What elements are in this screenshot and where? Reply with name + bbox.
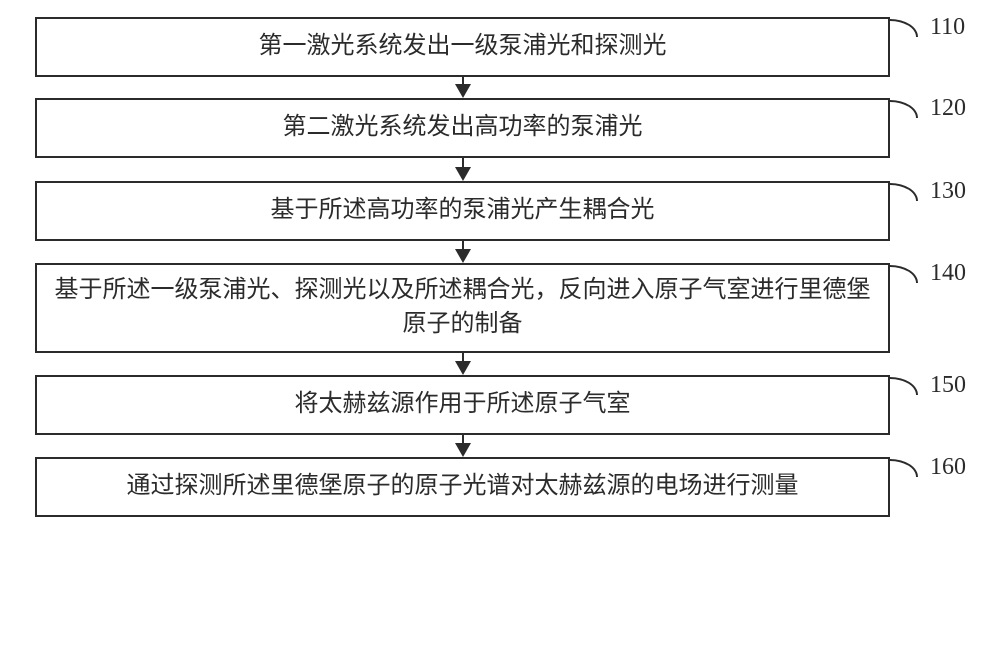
callout-curve [890,265,918,283]
flow-step-150: 将太赫兹源作用于所述原子气室 [35,375,890,435]
flow-step-text: 将太赫兹源作用于所述原子气室 [295,388,631,422]
flow-step-text: 通过探测所述里德堡原子的原子光谱对太赫兹源的电场进行测量 [127,470,799,504]
arrow-head-icon [455,361,471,375]
flow-step-label: 140 [930,260,966,287]
flow-step-label: 130 [930,178,966,205]
flow-step-text: 第一激光系统发出一级泵浦光和探测光 [259,30,667,64]
flow-step-160: 通过探测所述里德堡原子的原子光谱对太赫兹源的电场进行测量 [35,457,890,517]
flow-step-120: 第二激光系统发出高功率的泵浦光 [35,98,890,158]
flow-step-110: 第一激光系统发出一级泵浦光和探测光 [35,17,890,77]
flowchart-canvas: 第一激光系统发出一级泵浦光和探测光 110 第二激光系统发出高功率的泵浦光 120 基于… [0,0,1000,653]
callout-curve [890,19,918,37]
callout-curve [890,100,918,118]
flow-step-text: 基于所述一级泵浦光、探测光以及所述耦合光，反向进入原子气室进行里德堡原子的制备 [45,274,880,341]
arrow-head-icon [455,249,471,263]
flow-step-label: 160 [930,454,966,481]
flow-step-label: 120 [930,95,966,122]
flow-step-text: 基于所述高功率的泵浦光产生耦合光 [271,194,655,228]
callout-curve [890,459,918,477]
callout-curve [890,377,918,395]
arrow-head-icon [455,443,471,457]
flow-step-130: 基于所述高功率的泵浦光产生耦合光 [35,181,890,241]
arrow-head-icon [455,84,471,98]
arrow-head-icon [455,167,471,181]
flow-step-140: 基于所述一级泵浦光、探测光以及所述耦合光，反向进入原子气室进行里德堡原子的制备 [35,263,890,353]
flow-step-label: 150 [930,372,966,399]
flow-step-text: 第二激光系统发出高功率的泵浦光 [283,111,643,145]
flow-step-label: 110 [930,14,965,41]
callout-curve [890,183,918,201]
